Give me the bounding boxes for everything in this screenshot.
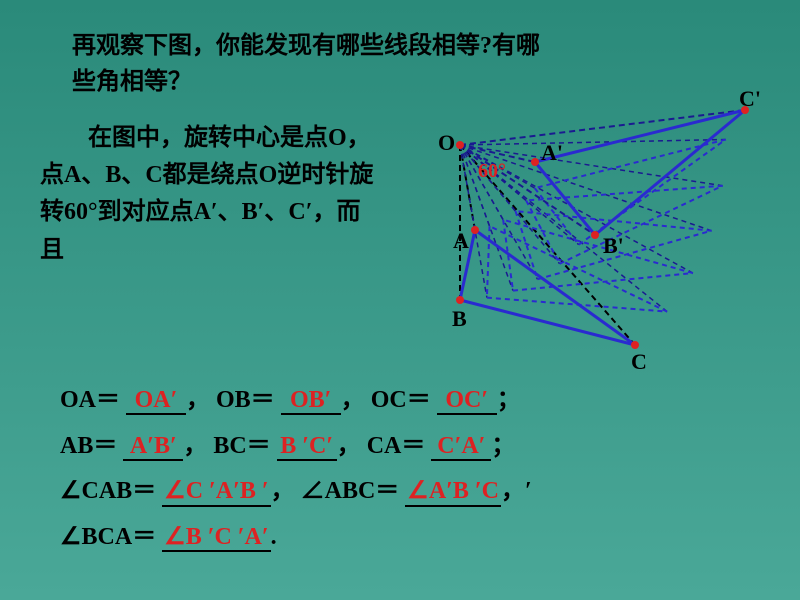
eq-lhs: ∠CAB＝ <box>60 478 162 504</box>
svg-text:60°: 60° <box>478 160 506 182</box>
eq-answer: OB′ <box>290 387 331 413</box>
eq-answer-underline: B ′C′ <box>277 433 337 461</box>
eq-sep: . <box>271 524 277 550</box>
question-line2: 些角相等？ <box>72 69 192 95</box>
eq-sep: ， <box>341 387 365 413</box>
eq-answer-underline: ∠B ′C ′A′ <box>162 524 270 552</box>
eq-answer: C′A′ <box>437 433 485 459</box>
svg-text:A': A' <box>541 140 563 165</box>
eq-sep: ， <box>337 433 361 459</box>
rotation-diagram: O A B C A' B' C' 60° <box>380 90 780 390</box>
svg-text:B: B <box>452 306 467 331</box>
eq-answer: OA′ <box>135 387 178 413</box>
eq-row-1: OA＝ OA′ ， OB＝ OB′ ， OC＝ OC′ ； <box>60 378 760 424</box>
eq-lhs: ∠ABC＝ <box>295 478 406 504</box>
eq-lhs: OB＝ <box>210 387 281 413</box>
eq-sep: ； <box>491 433 515 459</box>
svg-text:C: C <box>631 349 647 374</box>
eq-answer: OC′ <box>445 387 488 413</box>
eq-answer-underline: OC′ <box>437 387 497 415</box>
eq-lhs: ∠BCA＝ <box>60 524 162 550</box>
svg-text:C': C' <box>739 90 761 111</box>
svg-text:O: O <box>438 130 455 155</box>
eq-answer: ∠C ′A′B ′ <box>164 478 268 504</box>
diagram-svg: O A B C A' B' C' 60° <box>380 90 780 390</box>
eq-row-2: AB＝ A′B′， BC＝ B ′C′， CA＝ C′A′； <box>60 424 760 470</box>
explanation-paragraph: 在图中，旋转中心是点O，点A、B、C都是绕点O逆时针旋转60°到对应点A′、B′… <box>40 120 380 269</box>
eq-lhs: AB＝ <box>60 433 123 459</box>
eq-sep: ； <box>497 387 521 413</box>
eq-answer: ∠B ′C ′A′ <box>164 524 268 550</box>
equations-block: OA＝ OA′， OB＝ OB′， OC＝ OC′； AB＝ A′B′， BC＝… <box>60 378 760 560</box>
eq-lhs: CA＝ <box>361 433 432 459</box>
eq-answer-underline: ∠A′B ′C <box>405 478 501 506</box>
eq-sep: ， <box>271 478 295 504</box>
eq-lhs: BC＝ <box>207 433 276 459</box>
eq-answer: A′B′ <box>130 433 177 459</box>
eq-lhs: OA＝ <box>60 387 126 413</box>
eq-answer-underline: C′A′ <box>431 433 491 461</box>
eq-sep: ，′ <box>501 478 532 504</box>
question-line1: 再观察下图，你能发现有哪些线段相等?有哪 <box>72 33 540 59</box>
eq-answer-underline: ∠C ′A′B ′ <box>162 478 270 506</box>
svg-text:A: A <box>453 228 469 253</box>
eq-answer: B ′C′ <box>280 433 333 459</box>
eq-answer-underline: A′B′ <box>123 433 183 461</box>
eq-row-3a: ∠CAB＝ ∠C ′A′B ′， ∠ABC＝ ∠A′B ′C，′ <box>60 469 760 515</box>
eq-answer: ∠A′B ′C <box>407 478 499 504</box>
eq-row-3b: ∠BCA＝ ∠B ′C ′A′. <box>60 515 760 561</box>
eq-sep: ， <box>186 387 210 413</box>
eq-answer-underline: OB′ <box>281 387 341 415</box>
eq-lhs: OC＝ <box>365 387 437 413</box>
eq-answer-underline: OA′ <box>126 387 186 415</box>
eq-sep: ， <box>183 433 207 459</box>
svg-text:B': B' <box>603 233 624 258</box>
